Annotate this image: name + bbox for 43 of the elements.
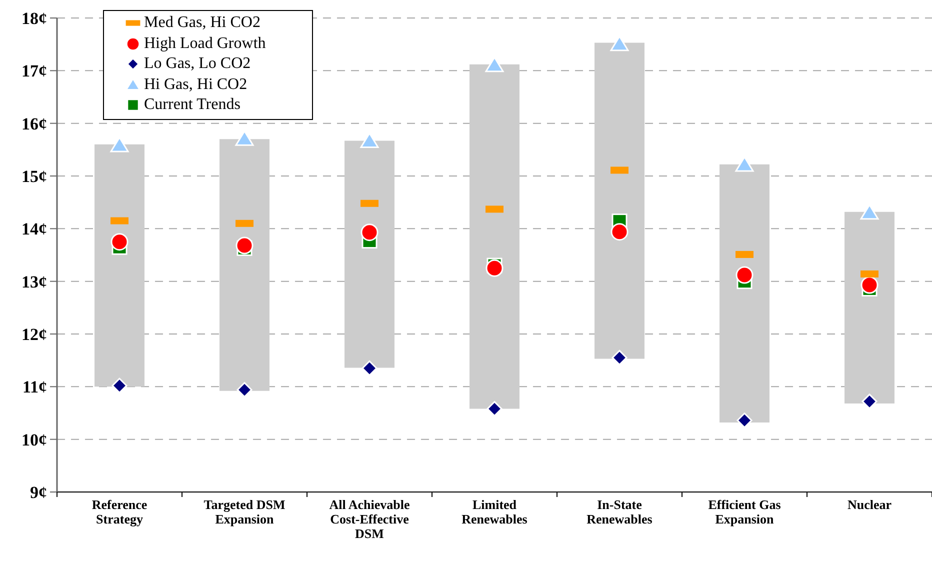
bar [470, 64, 520, 409]
point [486, 401, 502, 417]
x-tick-label: Efficient Gas Expansion [708, 497, 781, 526]
legend-label: Lo Gas, Lo CO2 [144, 55, 251, 74]
bar [720, 164, 770, 422]
y-tick-label: 17¢ [22, 62, 47, 81]
y-tick-label: 16¢ [22, 114, 47, 134]
legend-label: Current Trends [144, 96, 240, 114]
point [236, 382, 252, 398]
legend-label: Med Gas, Hi CO2 [144, 14, 260, 32]
x-tick-label: Nuclear [847, 497, 892, 512]
point [110, 233, 128, 251]
point [610, 223, 628, 241]
y-tick-label: 11¢ [22, 378, 47, 397]
point [736, 412, 752, 428]
y-tick-label: 15¢ [22, 167, 47, 186]
point [362, 360, 378, 376]
x-tick-label: Limited Renewables [462, 497, 528, 526]
bar [94, 144, 144, 387]
point [486, 259, 504, 277]
x-tick-label: All Achievable Cost-Effective DSM [329, 497, 410, 541]
point [860, 276, 878, 294]
bar [344, 140, 394, 368]
bar [844, 212, 894, 404]
legend-label: Hi Gas, Hi CO2 [144, 76, 248, 94]
y-tick-label: 9¢ [30, 483, 47, 502]
point [360, 224, 378, 242]
y-tick-label: 10¢ [22, 430, 47, 450]
y-tick-label: 14¢ [22, 220, 47, 239]
y-tick-label: 12¢ [22, 325, 47, 344]
point [862, 394, 878, 410]
y-tick-label: 13¢ [22, 272, 47, 292]
legend-label: High Load Growth [144, 34, 266, 53]
point [112, 378, 128, 394]
bar [220, 139, 270, 391]
point [236, 236, 254, 254]
x-tick-label: Reference Strategy [92, 497, 148, 526]
point [612, 350, 628, 366]
x-tick-label: Targeted DSM Expansion [204, 497, 286, 526]
y-tick-label: 18¢ [22, 9, 47, 28]
x-tick-label: In-State Renewables [586, 497, 652, 526]
bar [594, 42, 644, 359]
point [736, 266, 754, 284]
